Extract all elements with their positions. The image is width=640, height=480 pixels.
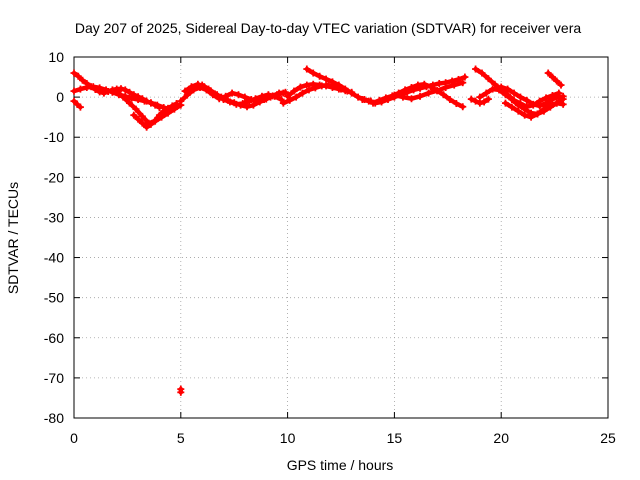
y-tick-label: -80	[44, 410, 64, 426]
data-point	[484, 95, 492, 103]
chart-title: Day 207 of 2025, Sidereal Day-to-day VTE…	[75, 20, 581, 36]
series-arc-3	[70, 97, 84, 111]
series-arc-8	[198, 81, 289, 111]
series-arc-20	[467, 95, 492, 107]
series-arc-5	[130, 100, 181, 131]
y-tick-label: -70	[44, 370, 64, 386]
x-axis-label: GPS time / hours	[287, 457, 394, 473]
axis-ticks: 10 0 -10 -20 -30 -40 -50 -60 -70 -80 0 5 10 15 20 25	[44, 49, 616, 446]
x-tick-label: 5	[177, 430, 185, 446]
series-outlier	[177, 385, 185, 396]
data-point	[559, 100, 567, 108]
y-axis-label: SDTVAR / TECUs	[5, 182, 21, 294]
data-point	[559, 92, 567, 100]
y-tick-label: -60	[44, 330, 64, 346]
y-tick-label: -30	[44, 209, 64, 225]
grid-lines	[74, 57, 608, 418]
series-arc-14	[390, 79, 467, 103]
data-point	[459, 79, 467, 87]
plot-frame	[73, 56, 609, 419]
data-point	[557, 81, 565, 89]
series-arc-11	[279, 81, 351, 107]
series-arc-17	[501, 99, 567, 121]
data-point	[459, 103, 467, 111]
y-tick-label: -40	[44, 250, 64, 266]
y-tick-label: -50	[44, 290, 64, 306]
data-points	[70, 65, 567, 396]
data-point	[177, 388, 185, 396]
data-point	[173, 100, 181, 108]
series-arc-18	[497, 83, 567, 110]
y-tick-label: 0	[56, 89, 64, 105]
data-point	[277, 96, 285, 104]
data-point	[281, 88, 289, 96]
x-tick-label: 10	[280, 430, 296, 446]
y-tick-label: -20	[44, 169, 64, 185]
data-point	[343, 87, 351, 95]
series-arc-13	[369, 80, 467, 111]
x-tick-label: 15	[387, 430, 403, 446]
x-tick-label: 20	[493, 430, 509, 446]
y-tick-label: 10	[48, 49, 64, 65]
series-arc-19	[544, 69, 565, 89]
series-arc-6	[177, 83, 287, 105]
x-tick-label: 25	[600, 430, 616, 446]
data-point	[461, 73, 469, 81]
data-point	[76, 103, 84, 111]
y-tick-label: -10	[44, 129, 64, 145]
x-tick-label: 0	[70, 430, 78, 446]
